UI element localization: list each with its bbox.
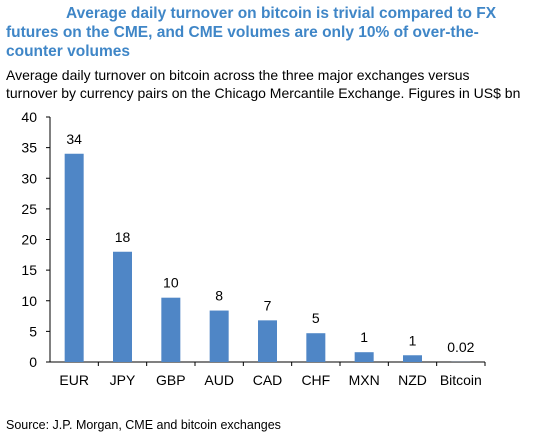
y-tick-label: 30: [21, 170, 37, 186]
bar-chf: [306, 333, 326, 362]
chart-subtitle: Average daily turnover on bitcoin across…: [6, 66, 536, 102]
chart-title: Average daily turnover on bitcoin is tri…: [6, 4, 526, 61]
bar-jpy: [113, 251, 132, 362]
x-tick-label: EUR: [59, 372, 89, 388]
x-tick-label: Bitcoin: [440, 372, 482, 388]
bar-nzd: [403, 355, 422, 362]
data-label: 34: [66, 131, 82, 147]
x-axis: EUR JPY GBP AUD CAD CHF MXN NZD Bitcoin: [50, 361, 486, 388]
bar-cad: [258, 320, 277, 362]
y-axis: 0 5 10 15 20 25 30 35 40: [21, 109, 51, 370]
bar-aud: [209, 310, 229, 362]
y-tick-label: 10: [21, 293, 37, 309]
x-tick-label: CAD: [253, 372, 283, 388]
bar-eur: [64, 153, 84, 362]
x-tick-label: NZD: [398, 372, 427, 388]
data-label: 10: [163, 275, 179, 291]
title-line-1: Average daily turnover on bitcoin is tri…: [66, 5, 497, 22]
data-label: 1: [409, 332, 417, 348]
y-tick-label: 40: [21, 109, 37, 125]
y-tick-label: 5: [29, 323, 37, 339]
title-line-2: futures on the CME, and CME volumes are …: [6, 24, 479, 41]
bars: [64, 153, 471, 362]
y-tick-label: 25: [21, 201, 37, 217]
x-tick-label: CHF: [301, 372, 330, 388]
data-label: 0.02: [447, 339, 474, 355]
data-label: 18: [115, 229, 131, 245]
y-tick-label: 35: [21, 140, 37, 156]
bar-mxn: [354, 352, 374, 362]
source-note: Source: J.P. Morgan, CME and bitcoin exc…: [6, 418, 281, 432]
data-labels: 34 18 10 8 7 5 1 1 0.02: [66, 131, 474, 355]
subtitle-line-1: Average daily turnover on bitcoin across…: [6, 67, 470, 83]
data-label: 1: [360, 329, 368, 345]
data-label: 8: [215, 288, 223, 304]
x-tick-label: GBP: [156, 372, 186, 388]
y-tick-label: 0: [29, 354, 37, 370]
data-label: 7: [264, 297, 272, 313]
y-tick-label: 20: [21, 232, 37, 248]
subtitle-line-2: turnover by currency pairs on the Chicag…: [6, 85, 521, 101]
bar-gbp: [161, 297, 181, 362]
data-label: 5: [312, 310, 320, 326]
y-tick-label: 15: [21, 262, 37, 278]
title-line-3: counter volumes: [6, 43, 131, 60]
x-tick-label: MXN: [349, 372, 380, 388]
x-tick-label: AUD: [204, 372, 234, 388]
x-tick-label: JPY: [110, 372, 136, 388]
